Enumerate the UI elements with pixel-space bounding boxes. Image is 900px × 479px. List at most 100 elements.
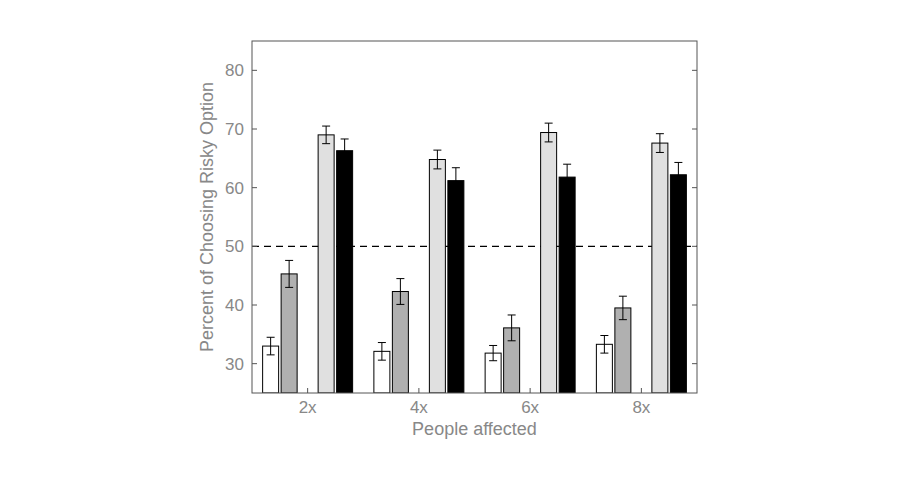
bar — [448, 181, 464, 393]
plot-frame — [252, 41, 697, 393]
error-cap — [508, 340, 516, 341]
error-bar — [674, 162, 682, 187]
y-tick — [252, 363, 257, 364]
error-line — [270, 337, 271, 355]
error-line — [659, 134, 660, 153]
y-tick-right — [692, 305, 697, 306]
y-tick-right — [692, 129, 697, 130]
error-bar — [563, 164, 571, 190]
plot-background — [252, 41, 697, 393]
x-tick-label: 6x — [521, 398, 539, 417]
x-tick — [530, 388, 531, 393]
y-tick-right — [692, 187, 697, 188]
x-tick — [307, 388, 308, 393]
bar — [318, 135, 334, 393]
bar — [392, 292, 408, 393]
error-bar — [396, 279, 404, 305]
bar — [541, 133, 557, 393]
bar — [615, 308, 631, 393]
error-line — [604, 336, 605, 354]
error-line — [326, 126, 327, 144]
bar — [281, 274, 297, 393]
error-cap — [285, 287, 293, 288]
y-tick-label: 50 — [225, 237, 244, 256]
plot-area — [252, 123, 697, 393]
error-cap — [452, 167, 460, 168]
error-cap — [619, 296, 627, 297]
error-bar — [322, 126, 330, 144]
error-line — [455, 168, 456, 194]
error-bar — [545, 123, 553, 142]
bar — [670, 175, 686, 393]
x-tick-label: 2x — [299, 398, 317, 417]
error-cap — [267, 354, 275, 355]
error-cap — [674, 187, 682, 188]
y-tick-label: 60 — [225, 179, 244, 198]
y-tick — [252, 187, 257, 188]
y-tick-label: 70 — [225, 120, 244, 139]
error-bar — [508, 315, 516, 341]
error-cap — [341, 138, 349, 139]
y-tick-label: 80 — [225, 61, 244, 80]
error-bar — [267, 337, 275, 355]
error-line — [400, 279, 401, 305]
error-line — [437, 150, 438, 169]
error-cap — [563, 164, 571, 165]
y-tick — [252, 246, 257, 247]
y-tick-label: 30 — [225, 355, 244, 374]
bar — [652, 143, 668, 393]
error-bar — [600, 336, 608, 354]
bar — [429, 160, 445, 393]
error-cap — [378, 342, 386, 343]
x-tick-label: 4x — [410, 398, 428, 417]
error-cap — [433, 150, 441, 151]
error-cap — [396, 278, 404, 279]
error-line — [567, 164, 568, 190]
error-cap — [452, 193, 460, 194]
error-cap — [656, 133, 664, 134]
error-bar — [619, 296, 627, 319]
error-cap — [489, 345, 497, 346]
x-tick-label: 8x — [632, 398, 650, 417]
x-tick — [641, 388, 642, 393]
error-cap — [600, 353, 608, 354]
y-tick-label: 40 — [225, 296, 244, 315]
error-line — [344, 139, 345, 162]
error-line — [381, 343, 382, 361]
bar — [559, 177, 575, 393]
y-tick — [252, 305, 257, 306]
error-cap — [341, 162, 349, 163]
error-line — [289, 260, 290, 287]
chart: 30 40 50 60 70 80 2x 4x 6x 8x People affected Perce… — [0, 0, 900, 479]
error-cap — [489, 360, 497, 361]
error-cap — [508, 314, 516, 315]
error-cap — [563, 190, 571, 191]
error-line — [511, 315, 512, 341]
error-line — [548, 123, 549, 142]
error-bar — [452, 168, 460, 194]
error-cap — [396, 304, 404, 305]
error-cap — [322, 143, 330, 144]
error-cap — [545, 123, 553, 124]
error-bar — [489, 345, 497, 360]
error-line — [493, 345, 494, 360]
y-tick — [252, 129, 257, 130]
error-cap — [322, 126, 330, 127]
error-bar — [341, 139, 349, 162]
y-axis-label: Percent of Choosing Risky Option — [197, 82, 217, 352]
error-cap — [656, 152, 664, 153]
error-cap — [619, 319, 627, 320]
y-tick-right — [692, 70, 697, 71]
y-tick-right — [692, 246, 697, 247]
y-tick-right — [692, 363, 697, 364]
bar — [337, 151, 353, 393]
error-cap — [674, 162, 682, 163]
error-cap — [267, 337, 275, 338]
error-bar — [378, 343, 386, 361]
x-axis-label: People affected — [412, 419, 537, 439]
error-line — [622, 296, 623, 319]
error-bar — [433, 150, 441, 169]
y-tick — [252, 70, 257, 71]
error-cap — [378, 360, 386, 361]
error-cap — [600, 335, 608, 336]
